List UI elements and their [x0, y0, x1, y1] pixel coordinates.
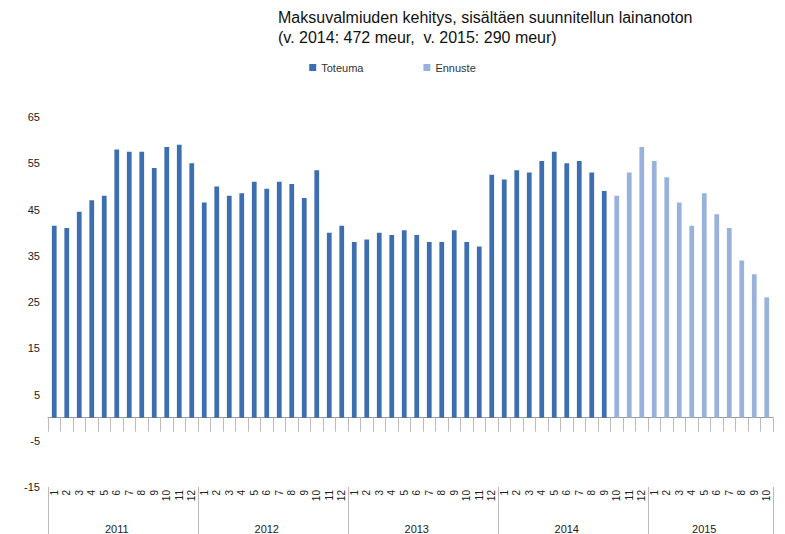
svg-text:8: 8	[736, 490, 747, 496]
svg-text:4: 4	[236, 490, 247, 496]
svg-text:2014: 2014	[555, 523, 579, 534]
svg-text:65: 65	[28, 111, 40, 123]
svg-text:3: 3	[524, 490, 535, 496]
svg-text:5: 5	[99, 490, 110, 496]
svg-text:8: 8	[136, 490, 147, 496]
svg-text:5: 5	[34, 389, 40, 401]
svg-text:5: 5	[699, 490, 710, 496]
svg-text:2: 2	[61, 490, 72, 496]
svg-text:2: 2	[361, 490, 372, 496]
svg-text:8: 8	[436, 490, 447, 496]
svg-text:2: 2	[211, 490, 222, 496]
svg-text:12: 12	[336, 490, 347, 502]
svg-text:-15: -15	[24, 481, 40, 493]
svg-text:3: 3	[674, 490, 685, 496]
svg-text:6: 6	[411, 490, 422, 496]
svg-text:10: 10	[761, 490, 772, 502]
svg-text:5: 5	[249, 490, 260, 496]
svg-text:7: 7	[574, 490, 585, 496]
svg-text:15: 15	[28, 342, 40, 354]
svg-text:2015: 2015	[692, 523, 716, 534]
svg-text:10: 10	[461, 490, 472, 502]
svg-text:2: 2	[511, 490, 522, 496]
svg-text:35: 35	[28, 250, 40, 262]
svg-text:25: 25	[28, 296, 40, 308]
svg-text:11: 11	[624, 490, 635, 501]
svg-text:10: 10	[611, 490, 622, 502]
svg-text:12: 12	[486, 490, 497, 502]
svg-text:55: 55	[28, 157, 40, 169]
svg-text:2013: 2013	[405, 523, 429, 534]
svg-text:Ennuste: Ennuste	[435, 62, 475, 74]
svg-text:45: 45	[28, 204, 40, 216]
svg-text:12: 12	[186, 490, 197, 502]
svg-text:1: 1	[499, 490, 510, 496]
svg-text:7: 7	[424, 490, 435, 496]
svg-text:2012: 2012	[255, 523, 279, 534]
svg-text:-5: -5	[30, 435, 40, 447]
svg-text:1: 1	[649, 490, 660, 496]
svg-text:10: 10	[311, 490, 322, 502]
svg-text:9: 9	[149, 490, 160, 496]
svg-text:2: 2	[661, 490, 672, 496]
svg-text:5: 5	[399, 490, 410, 496]
svg-text:11: 11	[474, 490, 485, 501]
svg-text:9: 9	[749, 490, 760, 496]
svg-text:Maksuvalmiuden kehitys, sisält: Maksuvalmiuden kehitys, sisältäen suunni…	[278, 9, 692, 26]
svg-text:9: 9	[299, 490, 310, 496]
svg-text:7: 7	[724, 490, 735, 496]
svg-text:3: 3	[374, 490, 385, 496]
svg-text:4: 4	[536, 490, 547, 496]
svg-text:(v. 2014: 472 meur, v. 2015:: (v. 2014: 472 meur, v. 2015: 290 meur)	[278, 29, 557, 46]
svg-text:1: 1	[199, 490, 210, 496]
svg-text:8: 8	[286, 490, 297, 496]
svg-text:11: 11	[174, 490, 185, 501]
svg-text:5: 5	[549, 490, 560, 496]
svg-text:7: 7	[124, 490, 135, 496]
svg-text:1: 1	[349, 490, 360, 496]
svg-text:6: 6	[561, 490, 572, 496]
svg-text:11: 11	[324, 490, 335, 501]
svg-text:4: 4	[386, 490, 397, 496]
svg-text:9: 9	[449, 490, 460, 496]
svg-text:6: 6	[261, 490, 272, 496]
svg-text:6: 6	[711, 490, 722, 496]
svg-text:7: 7	[274, 490, 285, 496]
svg-text:1: 1	[49, 490, 60, 496]
svg-text:4: 4	[686, 490, 697, 496]
svg-text:3: 3	[224, 490, 235, 496]
svg-text:12: 12	[636, 490, 647, 502]
svg-text:10: 10	[161, 490, 172, 502]
svg-text:3: 3	[74, 490, 85, 496]
svg-text:Toteuma: Toteuma	[321, 62, 364, 74]
svg-text:4: 4	[86, 490, 97, 496]
svg-text:2011: 2011	[105, 523, 129, 534]
svg-text:8: 8	[586, 490, 597, 496]
svg-text:6: 6	[111, 490, 122, 496]
svg-text:9: 9	[599, 490, 610, 496]
